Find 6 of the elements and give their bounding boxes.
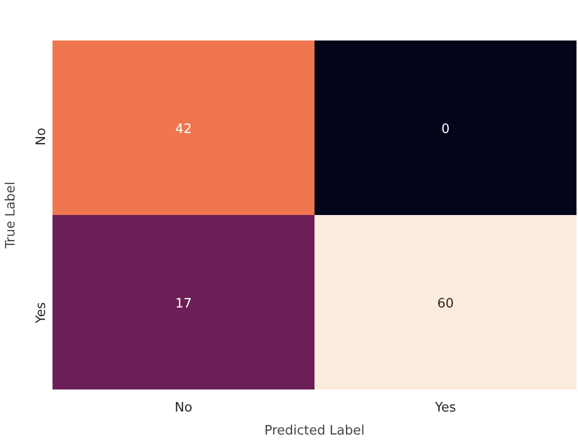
y-axis-title: True Label bbox=[4, 182, 18, 250]
data-label: 42 bbox=[175, 122, 192, 137]
data-label: 60 bbox=[437, 296, 454, 312]
data-label: 0 bbox=[441, 122, 450, 137]
data-label: 17 bbox=[175, 296, 192, 312]
x-axis-title: Predicted Label bbox=[264, 424, 365, 438]
